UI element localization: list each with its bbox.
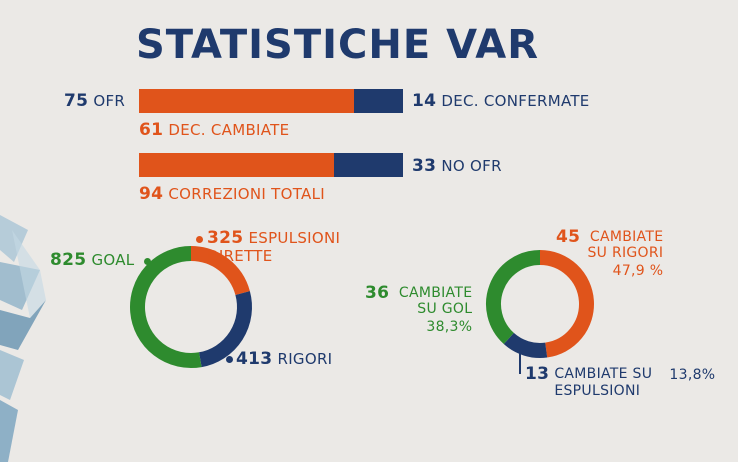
donut1-goal-text: GOAL (91, 251, 135, 269)
donut1-expulsions-label: 325 ESPULSIONI DIRETTE (207, 229, 357, 265)
donut1-expulsions-dot (196, 236, 203, 243)
donut2-goals-text: CAMBIATE SU GOL (398, 285, 473, 317)
bar2-corrections-value: 94 (139, 184, 164, 204)
donut2-expulsions-value: 13 (525, 364, 550, 384)
bar1-changed-value: 61 (139, 120, 164, 140)
donut1-goal-value: 825 (50, 250, 87, 270)
donut1-expulsions-value: 325 (207, 228, 244, 248)
donut1-penalties-value: 413 (236, 349, 273, 369)
bar2-no-ofr-text: NO OFR (441, 157, 502, 175)
donut2-penalties-percent: 47,9 % (612, 263, 664, 279)
bar2-right-label: 33 NO OFR (412, 156, 502, 176)
donut2-goals-value: 36 (365, 283, 390, 303)
bar1-total-text: OFR (93, 92, 126, 110)
donut1-penalties-text: RIGORI (277, 350, 333, 368)
donut1-slice-1 (198, 291, 252, 368)
bar2-below-label: 94 CORREZIONI TOTALI (139, 184, 325, 204)
donut2-slice-0 (539, 250, 594, 358)
donut2-goals-percent: 38,3% (426, 319, 473, 335)
bar2 (139, 153, 403, 177)
bar1-confirmed-text: DEC. CONFERMATE (441, 92, 590, 110)
donut2-slice-2 (486, 250, 541, 345)
donut2-expulsions-text: CAMBIATE SU ESPULSIONI (554, 366, 653, 399)
donut2-penalties-text: CAMBIATE SU RIGORI (587, 229, 664, 261)
bar1-confirmed-value: 14 (412, 91, 437, 111)
donut2-penalties-value: 45 (556, 227, 581, 247)
donut1-penalties-dot (226, 356, 233, 363)
donut2-expulsions-label: 13 CAMBIATE SU ESPULSIONI 13,8% (525, 366, 715, 400)
bar1-total-value: 75 (64, 91, 89, 111)
bar2-corrections-text: CORREZIONI TOTALI (168, 185, 325, 203)
donut1-penalties-label: 413 RIGORI (236, 349, 332, 369)
bar2-segment-corrections (139, 153, 335, 177)
donut2-slice-1 (503, 332, 548, 358)
bar1-below-label: 61 DEC. CAMBIATE (139, 120, 289, 140)
donut1-chart (130, 246, 252, 368)
donut2-expulsions-percent: 13,8% (669, 367, 716, 383)
donut1-slice-0 (190, 246, 250, 296)
bar1-segment-changed (139, 89, 354, 113)
donut1-goal-dot (144, 258, 151, 265)
donut2-chart (486, 250, 594, 358)
bar1-total-label: 75 OFR (64, 91, 125, 111)
bar1 (139, 89, 403, 113)
donut1-goal-label: 825 GOAL (50, 250, 134, 270)
bar2-no-ofr-value: 33 (412, 156, 437, 176)
bar1-changed-text: DEC. CAMBIATE (168, 121, 290, 139)
donut1-slice-2 (130, 246, 202, 368)
page-title: STATISTICHE VAR (136, 22, 540, 68)
donut2-expulsions-leader (519, 352, 521, 374)
bar2-segment-no-ofr (334, 153, 403, 177)
donut2-goals-label: 36 CAMBIATE SU GOL 38,3% (365, 283, 473, 336)
bar1-segment-confirmed (353, 89, 403, 113)
donut1-expulsions-text: ESPULSIONI DIRETTE (207, 229, 341, 265)
donut2-penalties-label: 45 CAMBIATE SU RIGORI 47,9 % (556, 227, 664, 280)
bar1-right-label: 14 DEC. CONFERMATE (412, 91, 590, 111)
